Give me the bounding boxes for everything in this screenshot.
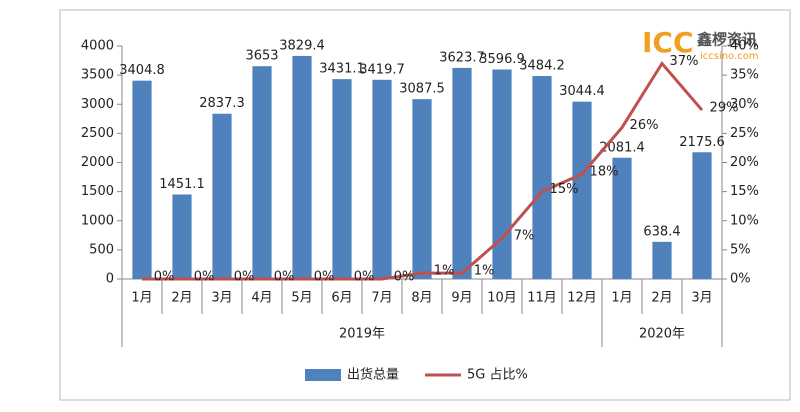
group-label: 2020年 [639, 327, 685, 342]
y-tick-label: 0 [106, 272, 114, 287]
line-value-label: 37% [670, 54, 699, 69]
line-value-label: 18% [590, 165, 619, 180]
bar [572, 101, 592, 279]
line-value-label: 1% [474, 264, 495, 279]
line-value-label: 0% [194, 270, 215, 285]
group-label: 2019年 [339, 327, 385, 342]
line-value-label: 0% [234, 270, 255, 285]
line-value-label: 0% [394, 270, 415, 285]
x-tick-label: 1月 [611, 291, 632, 306]
bar-value-label: 3829.4 [279, 38, 325, 53]
x-tick-label: 4月 [251, 291, 272, 306]
y-tick-label: 1000 [81, 213, 114, 228]
line-value-label: 26% [630, 118, 659, 133]
x-tick-label: 9月 [451, 291, 472, 306]
x-tick-label: 5月 [291, 291, 312, 306]
bar [172, 194, 192, 279]
bar [212, 113, 232, 280]
x-tick-label: 6月 [331, 291, 352, 306]
bar-value-label: 638.4 [643, 224, 680, 239]
logo-site: iccsino.com [700, 51, 759, 62]
bar [292, 55, 312, 279]
y2-tick-label: 5% [730, 242, 751, 257]
line-value-label: 0% [274, 270, 295, 285]
y-tick-label: 500 [89, 242, 114, 257]
line-value-label: 29% [710, 101, 739, 116]
bar-value-label: 3087.5 [399, 82, 445, 97]
bar-value-label: 3653 [245, 49, 278, 64]
y-tick-label: 3500 [81, 68, 114, 83]
legend-label: 5G 占比% [467, 368, 528, 383]
bar-value-label: 3419.7 [359, 62, 405, 77]
legend-swatch [305, 369, 341, 381]
bar [252, 66, 272, 279]
x-tick-label: 10月 [487, 291, 517, 306]
y-tick-label: 4000 [81, 39, 114, 54]
x-tick-label: 2月 [171, 291, 192, 306]
x-tick-label: 11月 [527, 291, 557, 306]
bar-value-label: 1451.1 [159, 177, 205, 192]
bar [132, 80, 152, 279]
bar [652, 241, 672, 279]
x-tick-label: 12月 [567, 291, 597, 306]
bar-value-label: 3484.2 [519, 59, 565, 74]
x-tick-label: 1月 [131, 291, 152, 306]
legend-label: 出货总量 [347, 367, 399, 383]
y2-tick-label: 40% [730, 39, 759, 54]
x-tick-label: 3月 [211, 291, 232, 306]
line-value-label: 0% [354, 270, 375, 285]
bar-value-label: 3596.9 [479, 52, 525, 67]
y-tick-label: 1500 [81, 184, 114, 199]
bar [412, 99, 432, 279]
line-value-label: 15% [550, 182, 579, 197]
bar-value-label: 3623.7 [439, 50, 485, 65]
bar [532, 76, 552, 279]
y2-tick-label: 15% [730, 184, 759, 199]
y2-tick-label: 30% [730, 97, 759, 112]
logo: ICC [642, 26, 694, 59]
x-tick-label: 3月 [691, 291, 712, 306]
y2-tick-label: 35% [730, 68, 759, 83]
bar-value-label: 2081.4 [599, 140, 645, 155]
y2-tick-label: 20% [730, 155, 759, 170]
bar-value-label: 2175.6 [679, 135, 725, 150]
line-value-label: 0% [154, 270, 175, 285]
line-value-label: 7% [514, 229, 535, 244]
line-value-label: 1% [434, 264, 455, 279]
bar-value-label: 3404.8 [119, 63, 165, 78]
x-tick-label: 2月 [651, 291, 672, 306]
bar [492, 69, 512, 279]
bar [692, 152, 712, 279]
bar [372, 79, 392, 279]
y2-tick-label: 25% [730, 126, 759, 141]
bar [332, 79, 352, 279]
bar [612, 157, 632, 279]
logo-brand: 鑫椤资讯 [696, 31, 757, 49]
bar [452, 67, 472, 280]
y2-tick-label: 10% [730, 213, 759, 228]
x-tick-label: 8月 [411, 291, 432, 306]
y-tick-label: 2500 [81, 126, 114, 141]
y-tick-label: 2000 [81, 155, 114, 170]
line-value-label: 0% [314, 270, 335, 285]
bar-value-label: 3431.1 [319, 62, 365, 77]
bar-value-label: 2837.3 [199, 96, 245, 111]
y2-tick-label: 0% [730, 272, 751, 287]
line [142, 60, 704, 281]
bar-value-label: 3044.4 [559, 84, 605, 99]
x-tick-label: 7月 [371, 291, 392, 306]
y-tick-label: 3000 [81, 97, 114, 112]
